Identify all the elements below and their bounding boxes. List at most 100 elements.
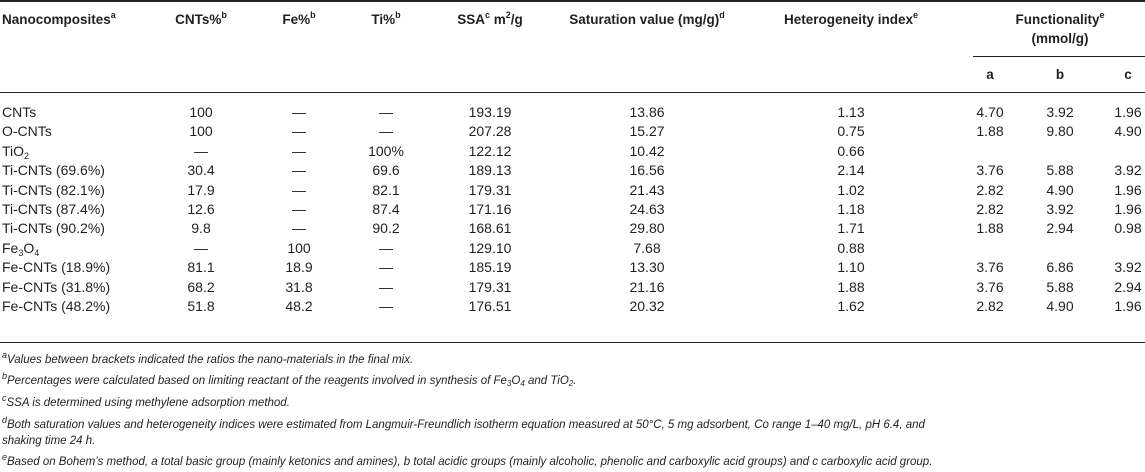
cell-ti: 90.2	[372, 220, 399, 236]
cell-a: 2.82	[976, 201, 1003, 217]
cell-het: 1.10	[837, 259, 864, 275]
functionality-subrule	[973, 56, 1145, 57]
cell-ti: 82.1	[372, 182, 399, 198]
footnote: eBased on Bohem’s method, a total basic …	[2, 455, 932, 469]
cell-ti: —	[379, 240, 393, 256]
cell-fe: —	[292, 220, 306, 236]
cell-a: 1.88	[976, 123, 1003, 139]
cell-ssa: 176.51	[469, 298, 512, 314]
cell-fe: 18.9	[285, 259, 312, 275]
cell-ti: 87.4	[372, 201, 399, 217]
cell-fe: —	[292, 182, 306, 198]
cell-sat: 15.27	[629, 123, 664, 139]
cell-fe: —	[292, 201, 306, 217]
cell-cnts: 12.6	[187, 201, 214, 217]
cell-cnts: 100	[189, 104, 212, 120]
cell-c: 1.96	[1114, 104, 1141, 120]
cell-cnts: 30.4	[187, 162, 214, 178]
row-name: Ti-CNTs (87.4%)	[2, 201, 105, 217]
cell-c: 3.92	[1114, 162, 1141, 178]
header-cnts: CNTs%b	[175, 12, 227, 28]
cell-ssa: 179.31	[469, 182, 512, 198]
header-ti: Ti%b	[371, 12, 400, 28]
footnote: cSSA is determined using methylene adsor…	[2, 396, 290, 410]
cell-sat: 13.30	[629, 259, 664, 275]
cell-ssa: 129.10	[469, 240, 512, 256]
cell-c: 2.94	[1114, 279, 1141, 295]
header-fe: Fe%b	[282, 12, 315, 28]
row-name: TiO2	[2, 143, 29, 159]
cell-ssa: 185.19	[469, 259, 512, 275]
cell-b: 6.86	[1046, 259, 1073, 275]
header-functionality-unit: (mmol/g)	[1032, 31, 1089, 47]
footnote: dBoth saturation values and heterogeneit…	[2, 418, 925, 432]
cell-het: 1.71	[837, 220, 864, 236]
cell-fe: —	[292, 162, 306, 178]
row-name: Ti-CNTs (69.6%)	[2, 162, 105, 178]
cell-het: 2.14	[837, 162, 864, 178]
row-name: Fe3O4	[2, 240, 39, 256]
cell-ti: —	[379, 259, 393, 275]
cell-sat: 16.56	[629, 162, 664, 178]
cell-a: 1.88	[976, 220, 1003, 236]
cell-ti: 69.6	[372, 162, 399, 178]
cell-sat: 10.42	[629, 143, 664, 159]
cell-sat: 7.68	[633, 240, 660, 256]
cell-ssa: 179.31	[469, 279, 512, 295]
cell-fe: 48.2	[285, 298, 312, 314]
row-name: Ti-CNTs (82.1%)	[2, 182, 105, 198]
header-sub-c: c	[1124, 67, 1132, 83]
cell-fe: —	[292, 123, 306, 139]
cell-a: 2.82	[976, 298, 1003, 314]
cell-a: 3.76	[976, 162, 1003, 178]
cell-ti: —	[379, 104, 393, 120]
cell-het: 1.88	[837, 279, 864, 295]
cell-het: 0.66	[837, 143, 864, 159]
cell-b: 3.92	[1046, 201, 1073, 217]
footnote: aValues between brackets indicated the r…	[2, 353, 413, 367]
cell-b: 5.88	[1046, 279, 1073, 295]
cell-sat: 20.32	[629, 298, 664, 314]
cell-ti: —	[379, 298, 393, 314]
row-name: CNTs	[2, 104, 36, 120]
header-heterogeneity: Heterogeneity indexe	[784, 12, 918, 28]
cell-fe: —	[292, 104, 306, 120]
header-sub-a: a	[986, 67, 994, 83]
cell-c: 3.92	[1114, 259, 1141, 275]
cell-fe: 31.8	[285, 279, 312, 295]
cell-cnts: 81.1	[187, 259, 214, 275]
cell-cnts: —	[194, 143, 208, 159]
cell-b: 9.80	[1046, 123, 1073, 139]
cell-a: 3.76	[976, 259, 1003, 275]
cell-het: 1.02	[837, 182, 864, 198]
cell-cnts: 9.8	[191, 220, 210, 236]
cell-ssa: 193.19	[469, 104, 512, 120]
header-sub-b: b	[1056, 67, 1064, 83]
cell-c: 1.96	[1114, 201, 1141, 217]
cell-a: 3.76	[976, 279, 1003, 295]
row-name: Fe-CNTs (18.9%)	[2, 259, 110, 275]
cell-het: 1.13	[837, 104, 864, 120]
row-name: Fe-CNTs (31.8%)	[2, 279, 110, 295]
cell-het: 1.18	[837, 201, 864, 217]
cell-b: 4.90	[1046, 182, 1073, 198]
bottom-rule	[0, 342, 1145, 343]
footnote: shaking time 24 h.	[2, 434, 95, 448]
cell-sat: 24.63	[629, 201, 664, 217]
cell-cnts: 51.8	[187, 298, 214, 314]
cell-sat: 29.80	[629, 220, 664, 236]
row-name: O-CNTs	[2, 123, 52, 139]
header-functionality: Functionalitye	[1015, 12, 1104, 28]
cell-het: 0.75	[837, 123, 864, 139]
header-saturation: Saturation value (mg/g)d	[569, 12, 725, 28]
cell-c: 4.90	[1114, 123, 1141, 139]
cell-b: 5.88	[1046, 162, 1073, 178]
cell-ssa: 207.28	[469, 123, 512, 139]
footnote: bPercentages were calculated based on li…	[2, 374, 576, 388]
cell-cnts: 68.2	[187, 279, 214, 295]
top-rule	[0, 0, 1145, 2]
cell-b: 4.90	[1046, 298, 1073, 314]
cell-sat: 21.16	[629, 279, 664, 295]
row-name: Fe-CNTs (48.2%)	[2, 298, 110, 314]
cell-ti: 100%	[368, 143, 404, 159]
